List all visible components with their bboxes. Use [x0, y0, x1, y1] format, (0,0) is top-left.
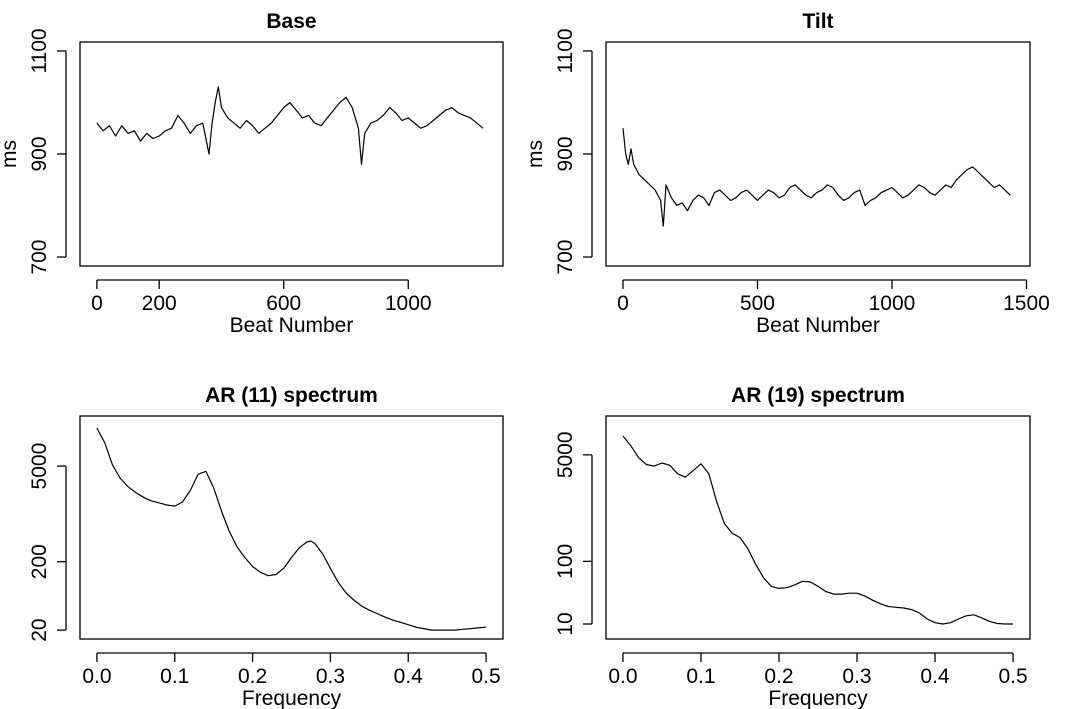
y-axis-label: ms: [524, 140, 547, 168]
chart-title: AR (11) spectrum: [205, 384, 378, 407]
series-line: [622, 128, 1011, 227]
x-axis-label: Beat Number: [756, 314, 880, 337]
y-tick-label: 20: [28, 618, 51, 641]
panel-tilt: Tilt 0 500 1000 1500 Beat Number 700 900 1100 ms: [524, 10, 1050, 337]
chart-title: Tilt: [802, 10, 833, 33]
plot-frame: [605, 41, 1031, 267]
x-tick-label: 1000: [869, 292, 916, 315]
y-tick-label: 1100: [554, 28, 577, 73]
panel-ar19-spectrum: AR (19) spectrum 0.0 0.1 0.2 0.3 0.4 0.5 Freque…: [554, 384, 1031, 709]
x-tick-label: 0: [617, 292, 629, 315]
y-tick-label: 1100: [28, 28, 51, 73]
plot-frame: [79, 41, 504, 267]
x-tick-label: 0.4: [394, 665, 424, 688]
x-tick-label: 200: [142, 292, 177, 315]
series-line: [96, 86, 484, 165]
plot-frame: [79, 415, 504, 640]
x-tick-label: 0.0: [82, 665, 111, 688]
x-tick-label: 0.1: [686, 665, 715, 688]
x-tick-label: 500: [740, 292, 775, 315]
series-line: [622, 435, 1013, 625]
x-tick-label: 0.5: [471, 665, 500, 688]
panel-ar11-spectrum: AR (11) spectrum 0.0 0.1 0.2 0.3 0.4 0.5 Freque…: [28, 384, 504, 709]
x-axis-label: Beat Number: [230, 314, 354, 337]
x-tick-label: 0.2: [238, 665, 267, 688]
x-tick-label: 0.2: [764, 665, 793, 688]
y-tick-label: 700: [554, 240, 577, 275]
y-tick-label: 100: [554, 544, 577, 579]
chart-title: Base: [266, 10, 316, 33]
y-axis-label: ms: [0, 140, 21, 168]
series-line: [96, 427, 487, 631]
x-tick-label: 600: [266, 292, 301, 315]
x-tick-label: 0.5: [998, 665, 1027, 688]
x-tick-label: 1000: [385, 292, 432, 315]
y-tick-label: 10: [554, 612, 577, 635]
y-tick-label: 200: [28, 544, 51, 579]
x-tick-label: 0.1: [160, 665, 189, 688]
x-tick-label: 0.4: [920, 665, 950, 688]
x-tick-label: 0.3: [316, 665, 345, 688]
x-axis-label: Frequency: [768, 687, 868, 709]
x-tick-label: 0: [91, 292, 103, 315]
y-tick-label: 5000: [28, 443, 51, 490]
plot-frame: [605, 415, 1031, 640]
x-axis-label: Frequency: [242, 687, 342, 709]
chart-title: AR (19) spectrum: [731, 384, 905, 407]
y-tick-label: 900: [28, 136, 51, 171]
y-tick-label: 700: [28, 240, 51, 275]
panel-base: Base 0 200 600 1000 Beat Number 700 900 1100 ms: [0, 10, 504, 337]
x-tick-label: 1500: [1003, 292, 1050, 315]
y-tick-label: 900: [554, 136, 577, 171]
y-tick-label: 5000: [554, 431, 577, 478]
x-tick-label: 0.0: [608, 665, 637, 688]
x-tick-label: 0.3: [842, 665, 871, 688]
